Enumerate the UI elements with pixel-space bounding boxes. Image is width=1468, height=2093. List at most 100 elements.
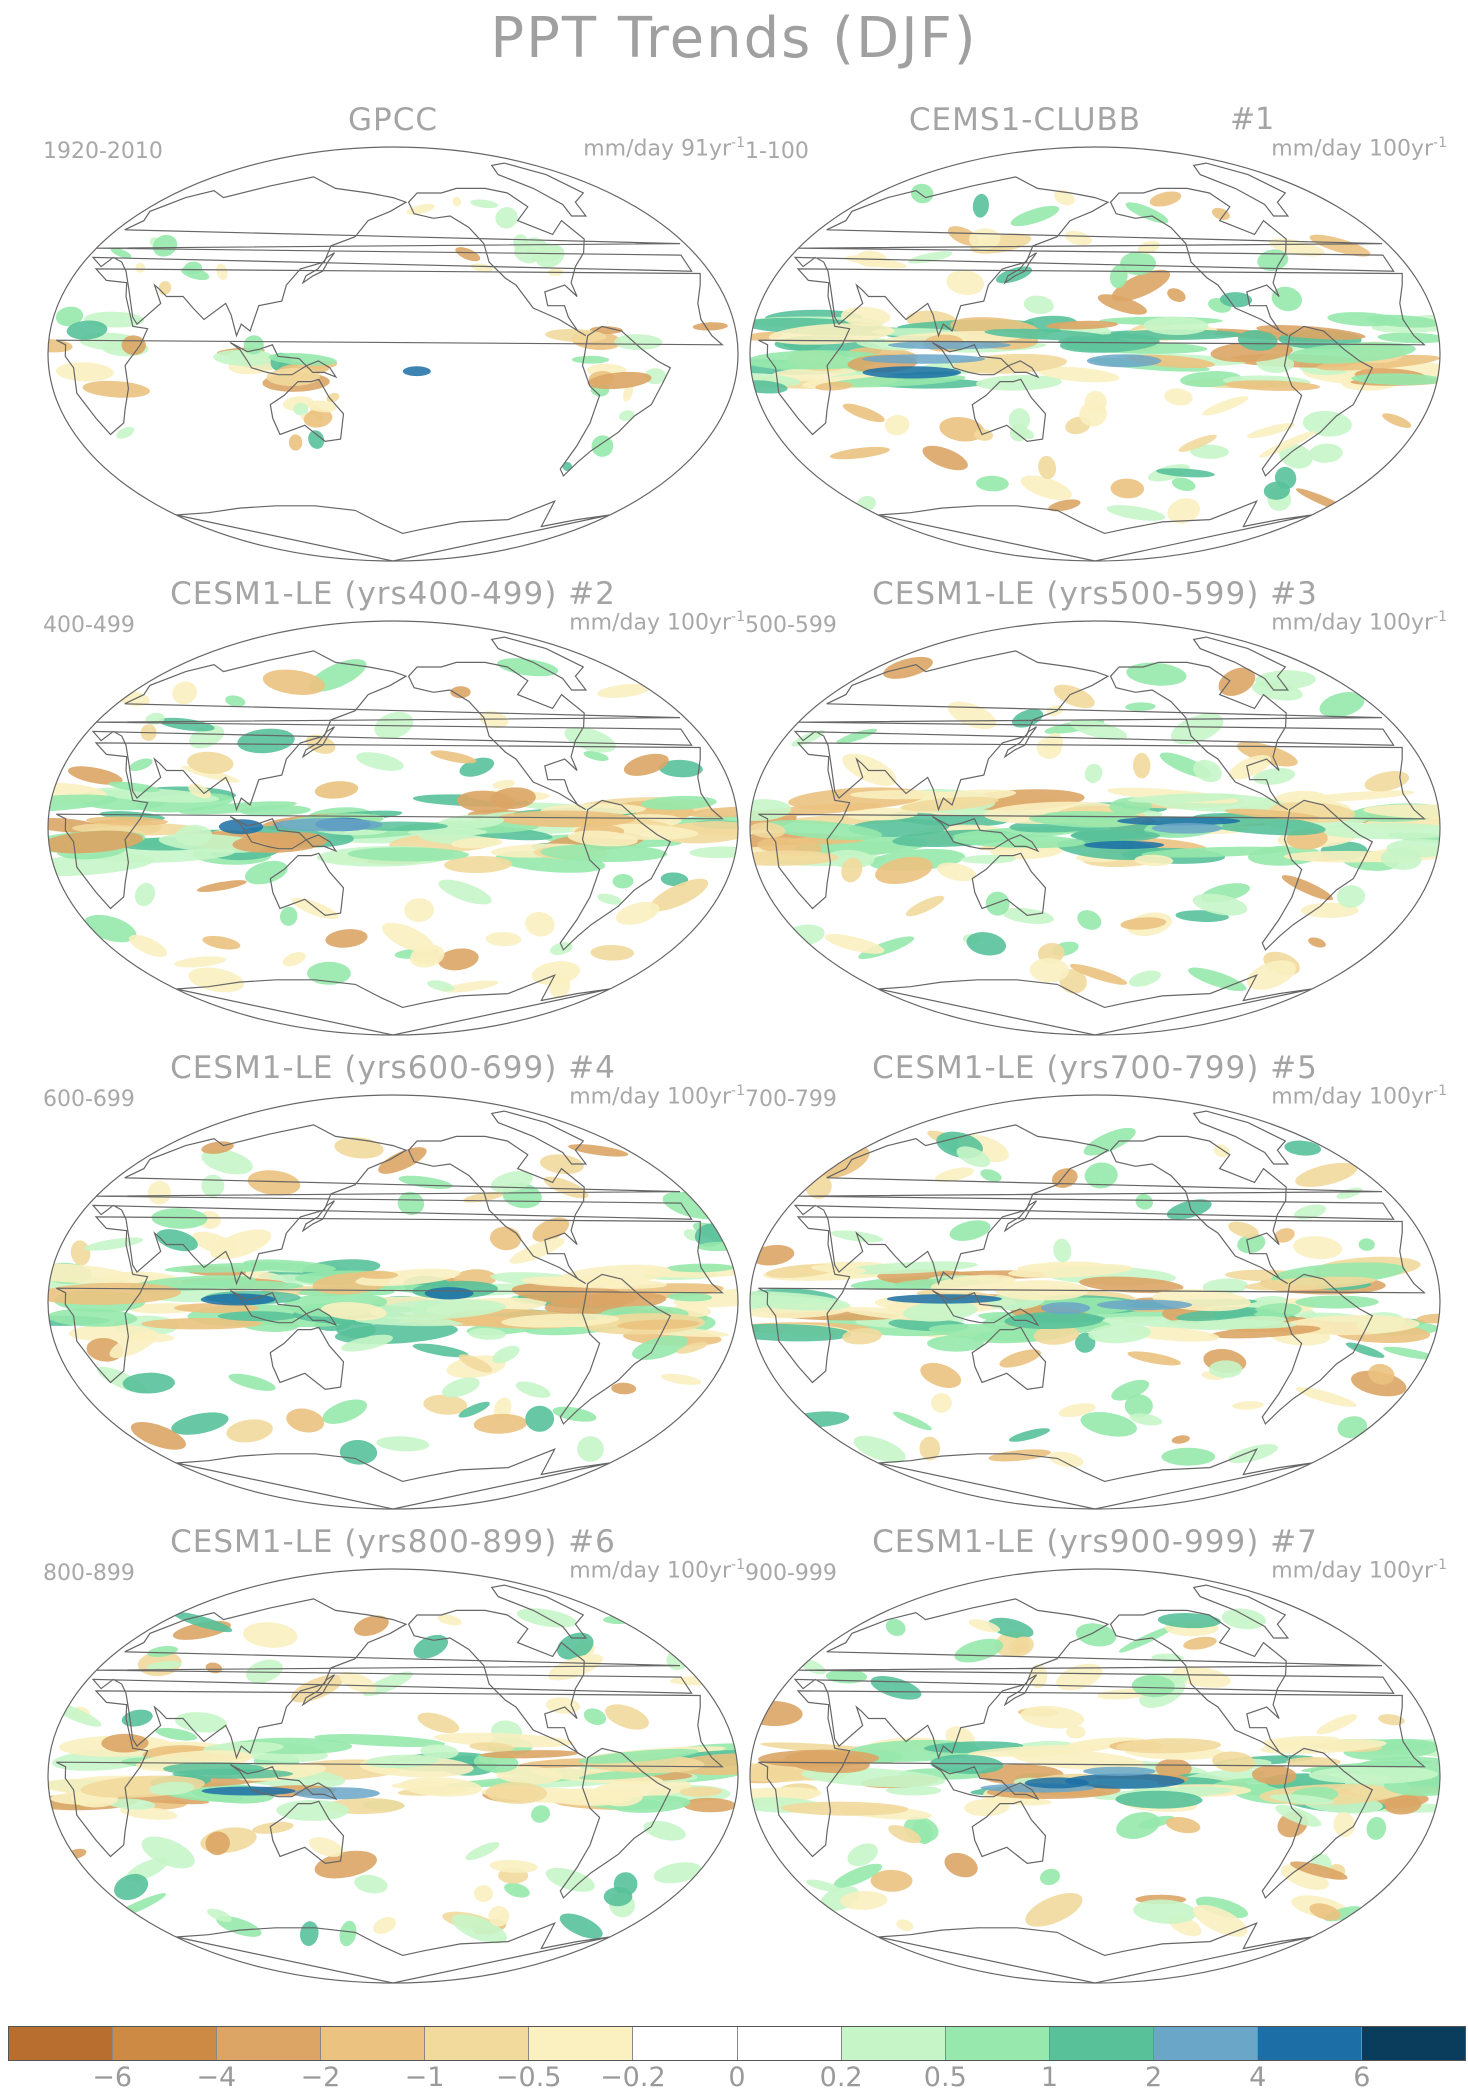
units-label: mm/day 100yr-1 xyxy=(1271,135,1447,162)
coastline-indonesia xyxy=(229,815,338,853)
units-label: mm/day 100yr-1 xyxy=(569,1557,745,1584)
colorbar-tick-label: 2 xyxy=(1144,2062,1163,2093)
coastline-antarctica xyxy=(878,974,1312,1035)
coastline-africa xyxy=(56,1216,724,1384)
coastline-antarctica xyxy=(878,500,1312,561)
colorbar-swatch xyxy=(320,2027,425,2060)
coastline-north-america xyxy=(1109,1609,1289,1759)
coastline-greenland xyxy=(490,162,588,217)
colorbar-tick-label: −1 xyxy=(404,2062,445,2093)
trend-shading xyxy=(48,1608,738,1947)
coastline-eurasia xyxy=(793,650,1395,812)
coastlines xyxy=(56,162,724,561)
panel-title: CESM1-LE (yrs400-499) #2 xyxy=(170,576,616,612)
coastline-eurasia xyxy=(91,1598,693,1760)
colorbar-swatch xyxy=(424,2027,529,2060)
coastline-greenland xyxy=(490,1584,588,1639)
coastline-greenland xyxy=(490,636,588,691)
coastline-indonesia xyxy=(931,341,1040,379)
figure-title: PPT Trends (DJF) xyxy=(490,6,978,71)
trend-shading xyxy=(750,1127,1440,1468)
coastlines xyxy=(758,1110,1426,1509)
coastline-greenland xyxy=(1192,1584,1290,1639)
coastlines xyxy=(758,162,1426,561)
coastline-japan xyxy=(301,726,335,759)
globe-map xyxy=(749,1094,1441,1510)
coastline-north-america xyxy=(1109,1135,1289,1285)
panel-title: CESM1-LE (yrs900-999) #7 xyxy=(872,1524,1318,1560)
coastline-greenland xyxy=(1192,1110,1290,1165)
coastline-australia xyxy=(269,852,345,917)
coastline-south-america xyxy=(1261,1273,1374,1425)
period-label: 600-699 xyxy=(43,1087,135,1112)
coastline-north-america xyxy=(1109,187,1289,337)
globe-border xyxy=(47,1094,739,1510)
coastline-antarctica xyxy=(176,1922,610,1983)
coastline-africa xyxy=(758,742,1426,910)
coastlines xyxy=(758,1584,1426,1983)
coastlines xyxy=(56,1584,724,1983)
coastline-indonesia xyxy=(229,1763,338,1801)
coastline-north-america xyxy=(407,661,587,811)
globe-border xyxy=(47,1568,739,1984)
coastline-eurasia xyxy=(793,1598,1395,1760)
coastline-indonesia xyxy=(229,1289,338,1327)
units-label: mm/day 91yr-1 xyxy=(583,135,745,162)
coastline-north-america xyxy=(407,187,587,337)
period-label: 800-899 xyxy=(43,1561,135,1586)
coastline-south-america xyxy=(1261,1747,1374,1899)
units-label: mm/day 100yr-1 xyxy=(569,1083,745,1110)
coastline-africa xyxy=(56,1690,724,1858)
trend-shading xyxy=(750,183,1440,524)
map-panel: CESM1-LE (yrs700-799) #5 700-799 mm/day 10… xyxy=(743,1050,1447,1512)
globe-border xyxy=(749,1094,1441,1510)
coastline-greenland xyxy=(1192,162,1290,217)
colorbar-tick-label: 0.5 xyxy=(923,2062,967,2093)
coastline-indonesia xyxy=(229,341,338,379)
run-number: #1 xyxy=(1230,102,1275,137)
coastline-north-america xyxy=(407,1609,587,1759)
globe-border xyxy=(749,1568,1441,1984)
coastline-south-america xyxy=(1261,325,1374,477)
panel-title: CESM1-LE (yrs800-899) #6 xyxy=(170,1524,616,1560)
coastline-eurasia xyxy=(793,176,1395,338)
coastline-australia xyxy=(269,378,345,443)
coastline-japan xyxy=(1003,1674,1037,1707)
coastline-north-america xyxy=(1109,661,1289,811)
period-label: 400-499 xyxy=(43,613,135,638)
colorbar-swatch xyxy=(632,2027,737,2060)
trend-shading xyxy=(48,1137,738,1465)
globe-border xyxy=(749,620,1441,1036)
globe-map xyxy=(749,620,1441,1036)
panel-title: CESM1-LE (yrs600-699) #4 xyxy=(170,1050,616,1086)
globe-border xyxy=(749,146,1441,562)
units-label: mm/day 100yr-1 xyxy=(1271,1557,1447,1584)
units-label: mm/day 100yr-1 xyxy=(569,609,745,636)
colorbar-swatch xyxy=(736,2027,841,2060)
panel-title: GPCC xyxy=(347,102,438,138)
colorbar xyxy=(8,2026,1466,2061)
coastline-australia xyxy=(269,1326,345,1391)
globe-map xyxy=(47,1094,739,1510)
colorbar-swatch xyxy=(1361,2027,1466,2060)
colorbar-swatch xyxy=(9,2027,113,2060)
coastline-africa xyxy=(758,1216,1426,1384)
colorbar-tick-label: −2 xyxy=(300,2062,341,2093)
coastline-antarctica xyxy=(878,1448,1312,1509)
coastline-eurasia xyxy=(793,1124,1395,1286)
panel-title: CESM1-LE (yrs700-799) #5 xyxy=(872,1050,1318,1086)
colorbar-tick-label: 6 xyxy=(1353,2062,1371,2093)
colorbar-swatch xyxy=(528,2027,633,2060)
coastline-south-america xyxy=(559,799,672,951)
coastline-greenland xyxy=(1192,636,1290,691)
globe-border xyxy=(47,620,739,1036)
colorbar-swatch xyxy=(1256,2027,1362,2060)
panel-title: CEMS1-CLUBB xyxy=(908,102,1142,138)
coastline-north-america xyxy=(407,1135,587,1285)
coastlines xyxy=(758,636,1426,1035)
coastline-africa xyxy=(758,1690,1426,1858)
coastline-australia xyxy=(971,378,1047,443)
coastline-antarctica xyxy=(176,500,610,561)
map-panel: CESM1-LE (yrs800-899) #6 800-899 mm/day 10… xyxy=(41,1524,745,1986)
colorbar-tick-label: −0.5 xyxy=(495,2062,562,2093)
